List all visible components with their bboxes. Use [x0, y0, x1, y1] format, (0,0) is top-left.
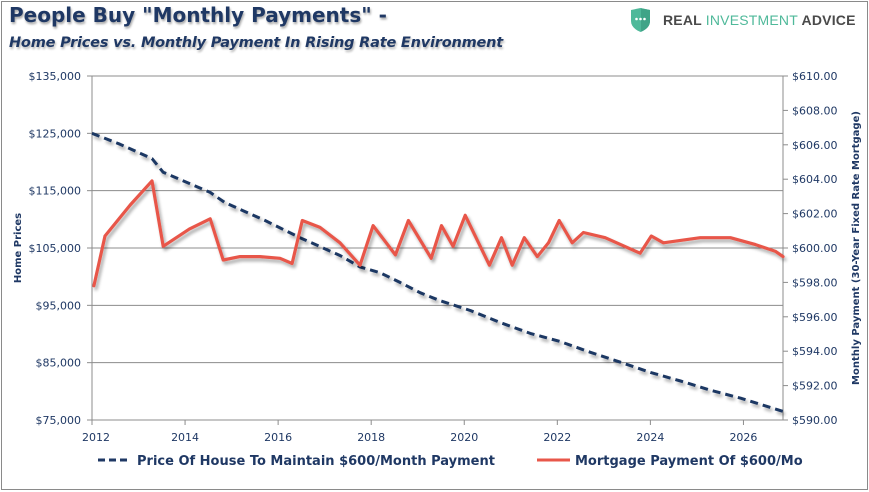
right-axis-ticks: $590.00 $592.00 $594.00 $596.00 $598.00 $600.… [783, 70, 838, 427]
legend-item-house-price[interactable]: Price Of House To Maintain $600/Month Pa… [98, 454, 495, 469]
x-tick-label: 2018 [357, 431, 385, 444]
chart-subtitle: Home Prices vs. Monthly Payment In Risin… [9, 35, 504, 51]
left-tick-label: $125,000 [29, 127, 82, 140]
x-tick-label: 2026 [729, 431, 757, 444]
brand-word-advice: ADVICE [797, 12, 856, 28]
legend-label-house-price: Price Of House To Maintain $600/Month Pa… [137, 454, 495, 469]
left-axis-ticks: $75,000 $85,000 $95,000 $105,000 $115,000 $12… [29, 70, 92, 427]
series-line-mortgage-payment [92, 179, 785, 288]
x-tick-label: 2016 [264, 431, 292, 444]
x-tick-label: 2022 [543, 431, 571, 444]
gridlines [92, 75, 783, 364]
right-tick-label: $596.00 [792, 311, 838, 324]
right-tick-label: $606.00 [792, 139, 838, 152]
series-line-house-price [91, 131, 784, 413]
brand-word-investment: INVESTMENT [705, 12, 798, 28]
left-tick-label: $135,000 [29, 70, 82, 83]
right-tick-label: $610.00 [792, 70, 838, 83]
left-axis-title: Home Prices [13, 213, 24, 283]
brand-word-real: REAL [663, 12, 706, 28]
legend-label-mortgage-payment: Mortgage Payment Of $600/Mo [575, 454, 803, 469]
left-tick-label: $85,000 [36, 357, 82, 370]
right-tick-label: $594.00 [792, 345, 838, 358]
legend-item-mortgage-payment[interactable]: Mortgage Payment Of $600/Mo [537, 454, 803, 469]
right-tick-label: $608.00 [792, 104, 838, 117]
x-tick-label: 2024 [636, 431, 664, 444]
right-tick-label: $590.00 [792, 414, 838, 427]
right-tick-label: $604.00 [792, 173, 838, 186]
right-tick-label: $598.00 [792, 276, 838, 289]
right-axis-title: Monthly Payment (30-Year Fixed Rate Mort… [851, 111, 862, 385]
left-tick-label: $105,000 [29, 242, 82, 255]
right-tick-label: $600.00 [792, 242, 838, 255]
right-tick-label: $602.00 [792, 208, 838, 221]
x-tick-label: 2012 [82, 431, 110, 444]
legend: Price Of House To Maintain $600/Month Pa… [98, 454, 803, 469]
chart-title: People Buy "Monthly Payments" - [9, 3, 387, 27]
brand-logo: REAL INVESTMENT ADVICE [630, 8, 856, 32]
x-tick-label: 2020 [450, 431, 478, 444]
x-axis-ticks: 2012 2014 2016 2018 2020 2022 2024 2026 [82, 420, 757, 444]
x-tick-label: 2014 [171, 431, 199, 444]
left-tick-label: $115,000 [29, 185, 82, 198]
right-tick-label: $592.00 [792, 380, 838, 393]
left-tick-label: $95,000 [36, 299, 82, 312]
left-tick-label: $75,000 [36, 414, 82, 427]
brand-name: REAL INVESTMENT ADVICE [663, 12, 856, 28]
shield-icon [631, 8, 650, 32]
series-group [91, 131, 785, 413]
